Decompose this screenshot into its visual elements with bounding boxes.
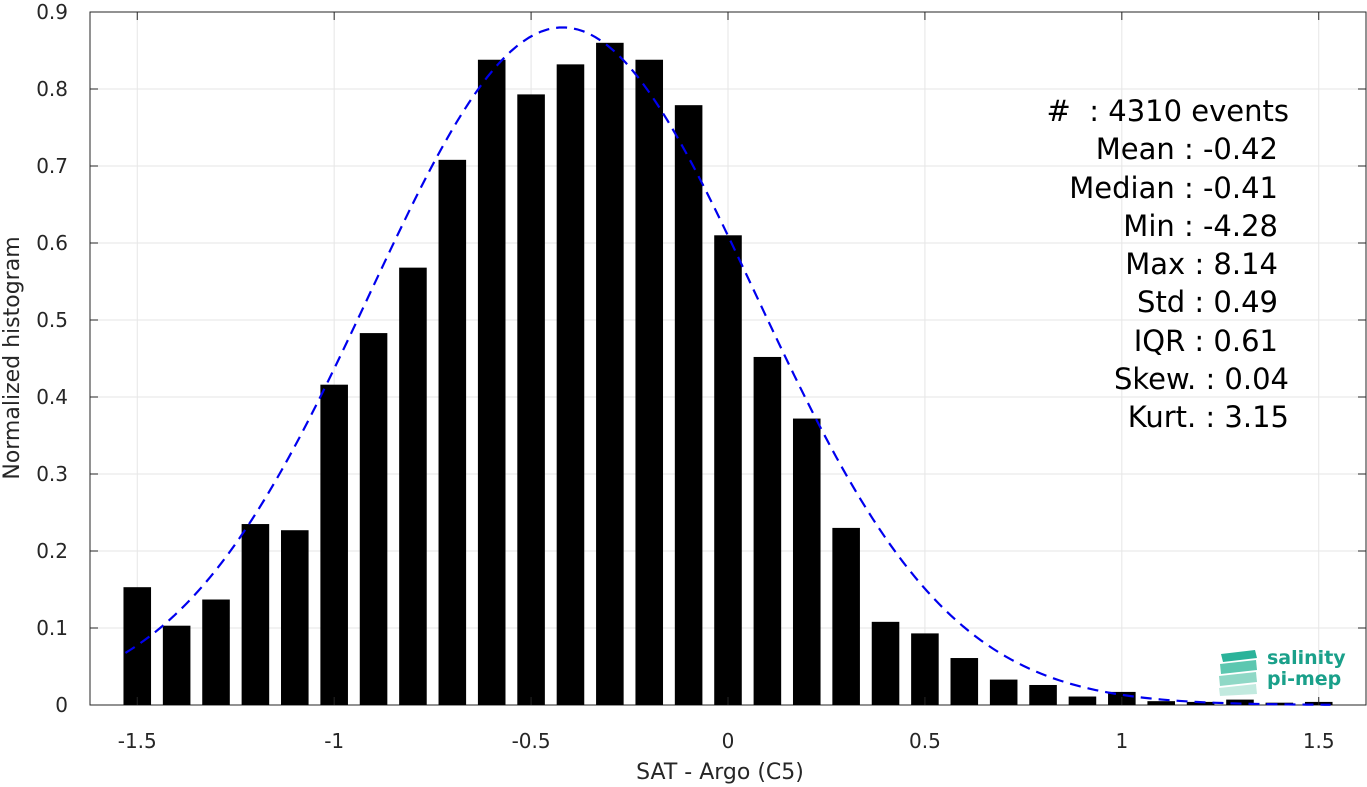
y-tick-label: 0.6 [36,231,68,255]
histogram-bar [202,599,230,705]
stat-iqr: IQR : 0.61 [1133,323,1278,358]
histogram-bar [241,524,270,705]
y-axis-ticks: 0 0.1 0.2 0.3 0.4 0.5 0.6 0.7 0.8 0.9 [36,0,1366,717]
histogram-bar [911,633,939,705]
y-tick-label: 0.8 [36,77,68,101]
stat-median: Median : -0.41 [1069,170,1278,205]
x-tick-label: 0 [722,729,735,753]
x-tick-label: -1.5 [118,729,157,753]
y-tick-label: 0.4 [36,385,68,409]
histogram-bar [517,94,545,705]
histogram-bar [1226,699,1254,705]
histogram-bar [477,59,506,706]
histogram-bar [438,159,467,706]
stat-min: Min : -4.28 [1123,208,1278,243]
y-tick-label: 0.3 [36,462,68,486]
histogram-bar [714,235,742,706]
histogram-bar [281,530,309,705]
histogram-bar [1147,701,1175,705]
histogram-bar [320,384,348,705]
histogram-bar [635,59,664,706]
y-tick-label: 0 [55,693,68,717]
histogram-bar [162,625,191,705]
histogram-bar [792,418,821,705]
stat-max: Max : 8.14 [1125,247,1278,282]
histogram-bar [359,333,388,705]
logo-text: salinity pi-mep [1267,648,1346,690]
x-tick-label: -1 [324,729,344,753]
histogram-bar [832,527,860,705]
x-tick-label: -0.5 [512,729,551,753]
x-axis-ticks: -1.5 -1 -0.5 0 0.5 1 1.5 [118,12,1335,753]
y-tick-label: 0.9 [36,0,68,24]
stat-std: Std : 0.49 [1137,285,1278,320]
salinity-pi-mep-logo: salinity pi-mep [1217,648,1347,696]
stat-mean: Mean : -0.42 [1095,132,1278,167]
histogram-bar [123,587,152,705]
stat-skew: Skew. : 0.04 [1113,362,1289,397]
histogram-bar [1068,696,1097,705]
x-axis-label: SAT - Argo (C5) [636,760,804,785]
bars [123,42,1333,706]
histogram-bar [1265,702,1294,705]
y-tick-label: 0.7 [36,154,68,178]
wave-icon [1219,650,1257,696]
histogram-bar [596,42,624,706]
histogram-bar [989,679,1018,705]
gaussian-fit-curve [124,26,1331,706]
x-tick-label: 1 [1115,729,1128,753]
histogram-bar [1186,701,1215,705]
x-tick-label: 0.5 [909,729,941,753]
stats-box: # : 4310 events Mean : -0.42 Median : -0… [1047,92,1289,437]
histogram-bar [556,64,585,706]
histogram-bar [871,621,900,705]
histogram-bar [674,105,703,706]
stat-count: # : 4310 events [1046,94,1289,128]
y-tick-label: 0.5 [36,308,68,332]
y-axis-label: Normalized histogram [0,236,25,479]
histogram-bar [1029,684,1057,705]
histogram-bar [399,267,427,705]
stat-kurt: Kurt. : 3.15 [1127,400,1289,435]
y-tick-label: 0.1 [36,616,68,640]
y-tick-label: 0.2 [36,539,68,563]
logo-line-2: pi-mep [1267,668,1342,690]
x-tick-label: 1.5 [1303,729,1335,753]
logo-line-1: salinity [1267,647,1346,669]
histogram-bar [753,356,782,705]
histogram-bar [950,658,979,705]
